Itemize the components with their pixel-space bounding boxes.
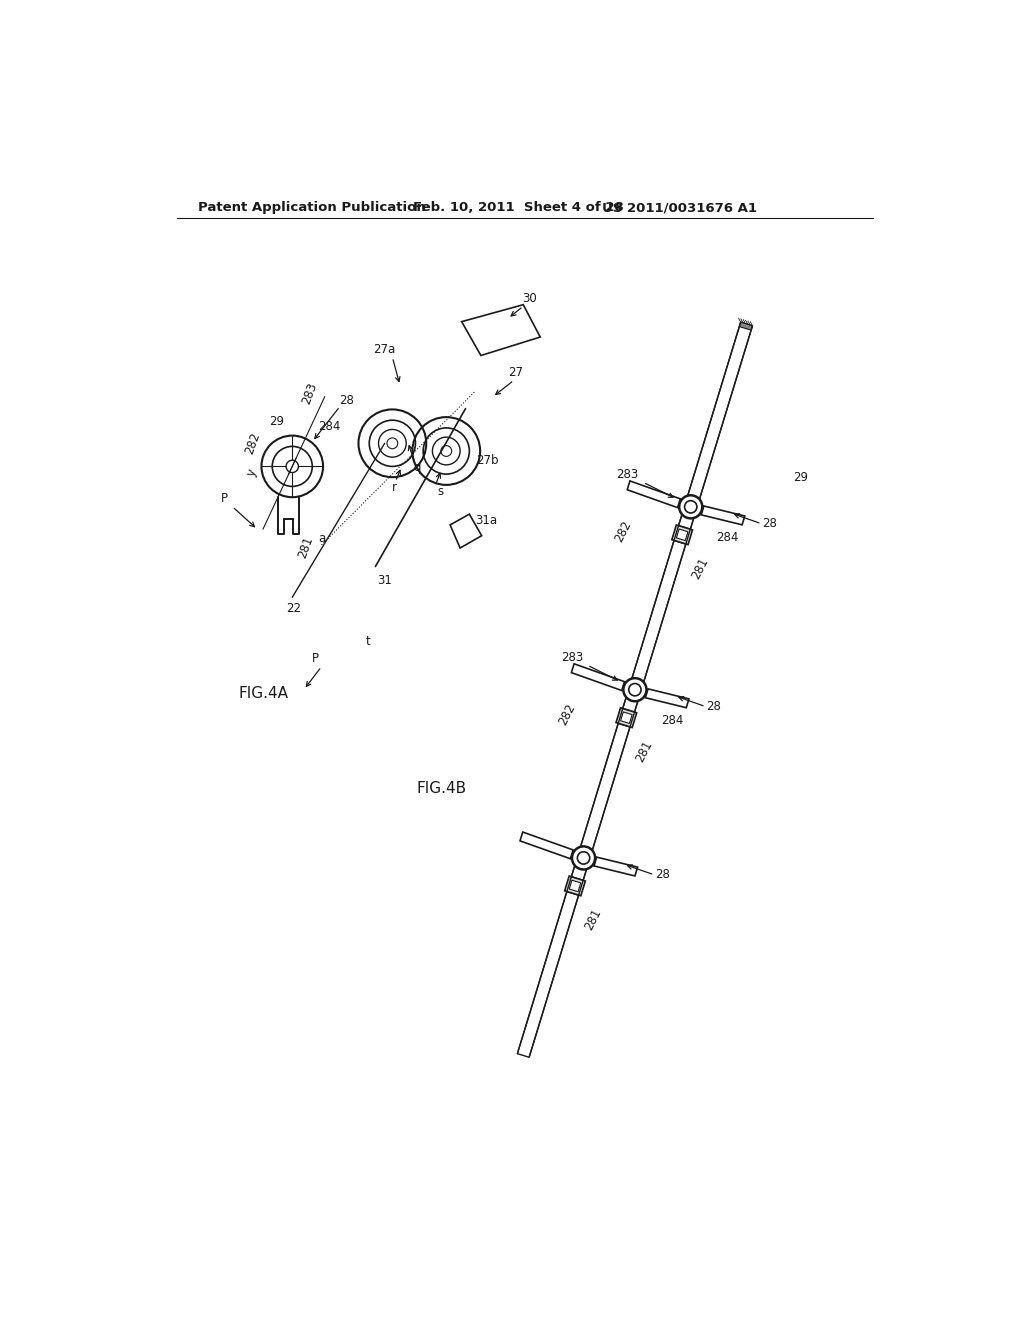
Text: 282: 282 (243, 430, 262, 455)
Circle shape (624, 678, 646, 701)
Circle shape (679, 495, 702, 519)
Polygon shape (451, 515, 481, 548)
Polygon shape (739, 322, 753, 330)
Text: 31: 31 (377, 574, 392, 587)
Polygon shape (517, 322, 753, 1057)
Text: 28: 28 (654, 869, 670, 882)
Polygon shape (462, 305, 541, 355)
Text: 31a: 31a (475, 513, 498, 527)
Text: 28: 28 (762, 517, 777, 531)
Polygon shape (672, 525, 692, 545)
Text: 281: 281 (296, 535, 316, 560)
Text: 284: 284 (717, 531, 739, 544)
Text: 27a: 27a (374, 343, 396, 356)
Text: 284: 284 (318, 420, 340, 433)
Text: q: q (414, 462, 421, 474)
Circle shape (572, 846, 595, 870)
Polygon shape (571, 664, 625, 690)
Text: 281: 281 (582, 907, 604, 932)
Text: 30: 30 (522, 292, 537, 305)
Text: 29: 29 (269, 416, 285, 428)
Text: 29: 29 (793, 471, 808, 484)
Polygon shape (564, 876, 586, 896)
Text: 283: 283 (561, 651, 583, 664)
Text: y: y (245, 467, 259, 478)
Text: Patent Application Publication: Patent Application Publication (199, 201, 426, 214)
Text: s: s (437, 484, 443, 498)
Text: 281: 281 (633, 738, 655, 764)
Polygon shape (567, 876, 583, 895)
Text: 281: 281 (689, 556, 711, 581)
Text: 27: 27 (508, 366, 523, 379)
Polygon shape (677, 529, 688, 541)
Text: 27b: 27b (476, 454, 499, 467)
Text: 282: 282 (612, 519, 634, 544)
Polygon shape (621, 711, 632, 723)
Text: 283: 283 (616, 469, 639, 480)
Polygon shape (569, 880, 581, 892)
Text: P: P (221, 492, 228, 506)
Polygon shape (520, 832, 573, 859)
Polygon shape (645, 689, 689, 708)
Text: 28: 28 (706, 700, 721, 713)
Text: FIG.4A: FIG.4A (239, 686, 289, 701)
Text: FIG.4B: FIG.4B (417, 780, 467, 796)
Polygon shape (674, 525, 690, 544)
Text: 28: 28 (339, 393, 353, 407)
Polygon shape (701, 506, 744, 525)
Text: a: a (317, 532, 326, 545)
Text: r: r (391, 482, 396, 495)
Text: t: t (366, 635, 370, 648)
Text: US 2011/0031676 A1: US 2011/0031676 A1 (602, 201, 757, 214)
Polygon shape (628, 480, 680, 508)
Polygon shape (594, 857, 638, 876)
Text: Feb. 10, 2011  Sheet 4 of 28: Feb. 10, 2011 Sheet 4 of 28 (413, 201, 624, 214)
Text: P: P (312, 652, 318, 665)
Text: 22: 22 (287, 602, 301, 615)
Polygon shape (618, 709, 635, 727)
Text: 282: 282 (556, 701, 578, 727)
Text: 283: 283 (299, 380, 319, 407)
Polygon shape (616, 708, 637, 727)
Text: 284: 284 (660, 714, 683, 727)
